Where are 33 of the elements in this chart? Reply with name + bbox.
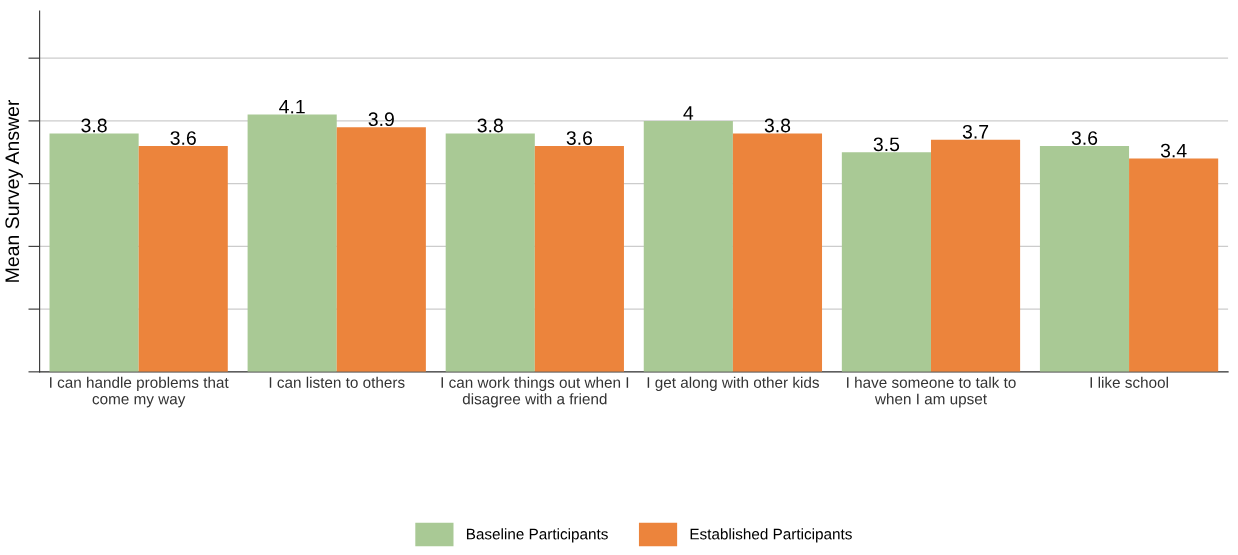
x-tick-label: I have someone to talk to when I am upset <box>847 376 1016 408</box>
bar <box>445 133 535 372</box>
data-label: 3.9 <box>368 112 394 127</box>
data-label: 3.7 <box>962 124 989 139</box>
legend-label: Baseline Participants <box>466 528 608 543</box>
bar <box>1039 145 1130 372</box>
data-label: 3.6 <box>170 131 196 145</box>
data-label: 3.8 <box>477 118 503 133</box>
bar <box>930 139 1021 372</box>
data-label: 3.4 <box>1160 143 1187 158</box>
x-tick-label: I can listen to others <box>269 376 405 388</box>
y-axis-title: Mean Survey Answer <box>5 99 23 282</box>
data-label: 3.6 <box>566 131 593 145</box>
bar <box>841 152 931 372</box>
bar <box>336 127 426 372</box>
data-label: 4.1 <box>279 99 305 114</box>
bar <box>534 145 624 372</box>
data-label: 3.5 <box>873 137 900 152</box>
bar <box>247 114 337 372</box>
legend-label: Established Participants <box>690 528 852 543</box>
bar <box>138 145 228 372</box>
data-label: 3.6 <box>1071 131 1098 145</box>
bar <box>49 133 139 372</box>
bar <box>643 120 733 372</box>
x-tick-label: I can work things out when I disagree with a friend <box>441 376 629 408</box>
bar <box>1129 158 1219 372</box>
data-label: 4 <box>683 106 694 120</box>
data-label: 3.8 <box>764 118 791 133</box>
x-tick-label: I like school <box>1090 376 1168 388</box>
x-tick-label: I can handle problems that come my way <box>50 376 229 408</box>
bar <box>732 133 823 372</box>
x-tick-label: I get along with other kids <box>647 376 819 391</box>
data-label: 3.8 <box>81 118 107 133</box>
